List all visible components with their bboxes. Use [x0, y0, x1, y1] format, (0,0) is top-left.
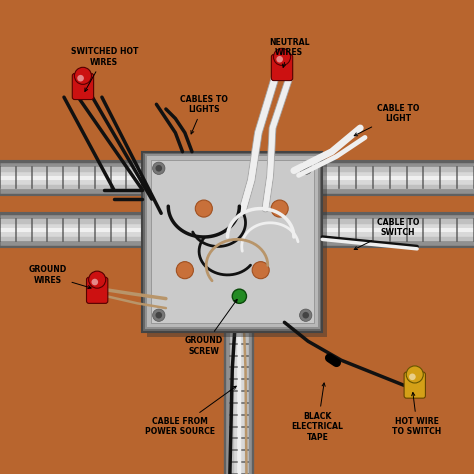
- Text: CABLE TO
SWITCH: CABLE TO SWITCH: [354, 218, 419, 249]
- FancyBboxPatch shape: [86, 277, 108, 303]
- Circle shape: [153, 162, 165, 174]
- Circle shape: [91, 279, 98, 285]
- FancyBboxPatch shape: [147, 156, 318, 327]
- Circle shape: [176, 262, 193, 279]
- FancyBboxPatch shape: [147, 156, 327, 337]
- Circle shape: [302, 165, 309, 172]
- Circle shape: [271, 200, 288, 217]
- Circle shape: [77, 75, 84, 82]
- Circle shape: [252, 262, 269, 279]
- Circle shape: [273, 48, 291, 65]
- Circle shape: [74, 67, 91, 84]
- Circle shape: [300, 309, 312, 321]
- Circle shape: [155, 165, 162, 172]
- Text: HOT WIRE
TO SWITCH: HOT WIRE TO SWITCH: [392, 392, 442, 436]
- FancyBboxPatch shape: [142, 152, 322, 332]
- FancyBboxPatch shape: [271, 55, 293, 81]
- FancyBboxPatch shape: [72, 73, 94, 100]
- FancyBboxPatch shape: [404, 372, 426, 398]
- Circle shape: [155, 312, 162, 319]
- FancyBboxPatch shape: [151, 160, 314, 323]
- Circle shape: [153, 309, 165, 321]
- Text: BLACK
ELECTRICAL
TAPE: BLACK ELECTRICAL TAPE: [292, 383, 344, 441]
- Text: CABLE FROM
POWER SOURCE: CABLE FROM POWER SOURCE: [145, 386, 236, 436]
- Circle shape: [195, 200, 212, 217]
- Text: CABLE TO
LIGHT: CABLE TO LIGHT: [354, 104, 419, 136]
- Circle shape: [232, 289, 246, 303]
- Circle shape: [300, 162, 312, 174]
- Circle shape: [302, 312, 309, 319]
- Text: CABLES TO
LIGHTS: CABLES TO LIGHTS: [180, 95, 228, 134]
- Text: NEUTRAL
WIRES: NEUTRAL WIRES: [269, 38, 310, 67]
- FancyBboxPatch shape: [145, 154, 320, 329]
- Text: GROUND
WIRES: GROUND WIRES: [28, 265, 91, 289]
- Text: SWITCHED HOT
WIRES: SWITCHED HOT WIRES: [71, 47, 138, 91]
- Circle shape: [89, 271, 106, 288]
- Circle shape: [276, 56, 283, 63]
- Circle shape: [406, 366, 423, 383]
- Text: GROUND
SCREW: GROUND SCREW: [185, 300, 237, 356]
- Circle shape: [409, 374, 416, 380]
